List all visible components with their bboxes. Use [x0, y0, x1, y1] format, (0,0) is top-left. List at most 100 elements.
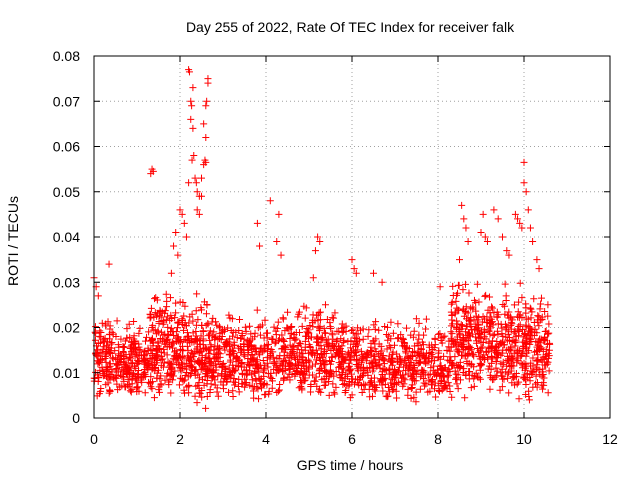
- data-point: [279, 315, 287, 323]
- data-point: [318, 376, 326, 384]
- data-point: [233, 334, 241, 342]
- data-point: [412, 398, 420, 406]
- data-point: [332, 337, 340, 345]
- data-point: [488, 342, 496, 350]
- x-tick-label: 0: [90, 431, 98, 447]
- data-point: [465, 349, 473, 357]
- data-point: [183, 342, 191, 350]
- data-point: [159, 363, 167, 371]
- data-point: [172, 228, 180, 236]
- data-point: [188, 310, 196, 318]
- data-point: [421, 354, 429, 362]
- data-point: [344, 349, 352, 357]
- data-point: [375, 361, 383, 369]
- data-point: [319, 353, 327, 361]
- data-point: [339, 376, 347, 384]
- data-point: [149, 321, 157, 329]
- data-point: [462, 322, 470, 330]
- data-point: [214, 392, 222, 400]
- data-point: [298, 364, 306, 372]
- data-point: [496, 386, 504, 394]
- data-point: [198, 192, 205, 200]
- data-point: [456, 339, 464, 347]
- data-point: [210, 373, 218, 381]
- data-point: [394, 334, 402, 342]
- data-point: [273, 324, 281, 332]
- data-point: [152, 359, 160, 367]
- data-point: [521, 371, 529, 379]
- data-point: [261, 391, 269, 399]
- data-point: [490, 375, 498, 383]
- data-point: [165, 331, 173, 339]
- data-point: [538, 372, 546, 380]
- data-point: [270, 323, 278, 331]
- data-point: [185, 68, 193, 76]
- data-point: [503, 247, 511, 255]
- data-point: [186, 354, 194, 362]
- data-point: [486, 293, 494, 301]
- data-point: [252, 358, 260, 366]
- data-point: [321, 329, 329, 337]
- data-point: [350, 380, 358, 388]
- data-point: [147, 383, 155, 391]
- data-point: [487, 313, 495, 321]
- data-point: [301, 314, 309, 322]
- data-point: [533, 364, 541, 372]
- data-point: [192, 327, 200, 335]
- data-point: [535, 322, 543, 330]
- data-point: [492, 357, 500, 365]
- data-point: [232, 366, 240, 374]
- data-point: [194, 316, 202, 324]
- data-point: [448, 393, 456, 401]
- data-point: [123, 364, 131, 372]
- data-point: [315, 342, 323, 350]
- data-point: [467, 384, 475, 392]
- data-point: [198, 174, 205, 182]
- data-point: [482, 335, 490, 343]
- data-point: [172, 299, 180, 307]
- x-tick-labels: 0 2 4 6 8 10 12: [90, 431, 618, 447]
- data-point: [467, 323, 475, 331]
- data-point: [285, 359, 293, 367]
- data-point: [446, 347, 454, 355]
- data-point: [104, 374, 112, 382]
- data-point: [388, 358, 396, 366]
- data-point: [98, 349, 106, 357]
- data-point: [514, 308, 522, 316]
- data-point: [526, 324, 534, 332]
- data-point: [391, 370, 399, 378]
- data-point: [206, 336, 214, 344]
- data-point: [422, 315, 430, 323]
- data-point: [349, 326, 357, 334]
- data-point: [535, 265, 543, 273]
- data-point: [256, 380, 264, 388]
- data-point: [126, 333, 134, 341]
- data-point: [309, 371, 317, 379]
- data-point: [416, 385, 424, 393]
- data-point: [328, 353, 336, 361]
- data-point: [332, 368, 340, 376]
- data-point: [198, 352, 206, 360]
- data-point: [258, 321, 266, 329]
- data-point: [472, 369, 480, 377]
- data-point: [254, 385, 262, 393]
- data-point: [540, 355, 548, 363]
- data-point: [230, 375, 238, 383]
- data-point: [277, 359, 285, 367]
- data-point: [352, 269, 360, 277]
- data-point: [266, 352, 274, 360]
- data-point: [217, 336, 225, 344]
- data-point: [206, 386, 214, 394]
- data-point: [287, 354, 295, 362]
- data-point: [162, 290, 170, 298]
- data-point: [333, 336, 341, 344]
- data-point: [177, 359, 185, 367]
- data-point: [115, 343, 123, 351]
- data-point: [529, 354, 537, 362]
- data-point: [410, 327, 418, 335]
- data-point: [309, 346, 317, 354]
- data-point: [235, 388, 243, 396]
- data-point: [470, 382, 478, 390]
- data-point: [545, 329, 553, 337]
- data-point: [545, 367, 553, 375]
